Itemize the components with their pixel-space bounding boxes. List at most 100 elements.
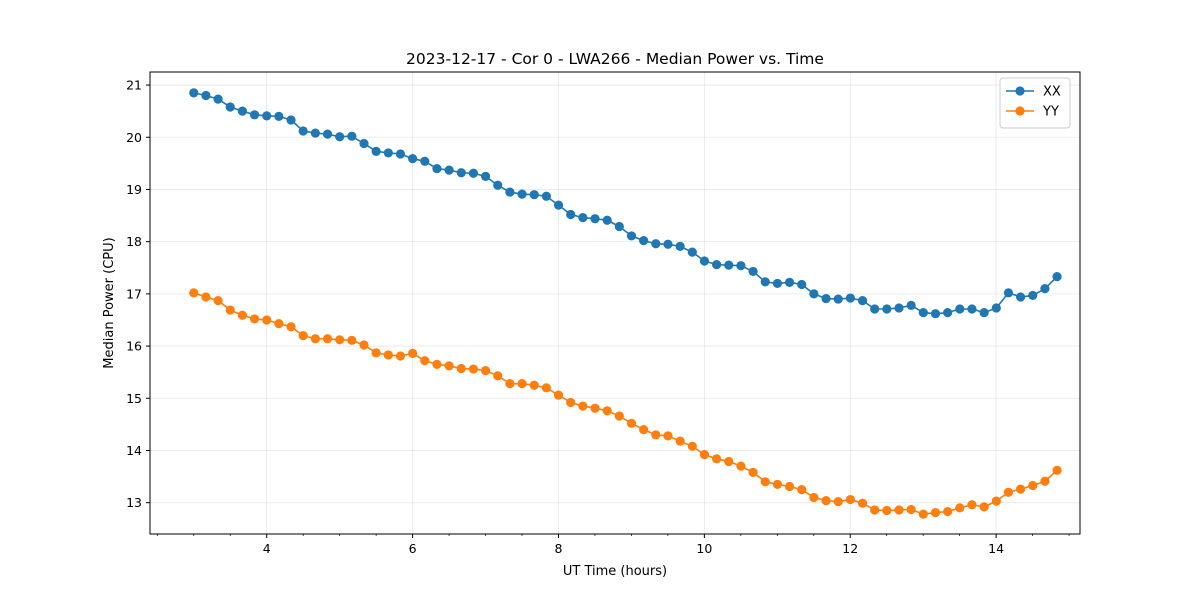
data-point-yy <box>480 366 491 376</box>
data-point-yy <box>444 361 454 371</box>
data-point-xx <box>882 304 892 314</box>
data-point-xx <box>979 308 989 318</box>
data-point-xx <box>541 191 551 201</box>
data-point-yy <box>371 348 381 358</box>
data-point-yy <box>955 503 965 513</box>
y-tick-label: 13 <box>126 495 142 510</box>
y-tick-label: 18 <box>126 234 142 249</box>
data-point-yy <box>274 319 284 329</box>
data-point-yy <box>1003 487 1014 497</box>
data-point-yy <box>870 505 880 515</box>
data-point-yy <box>249 314 260 324</box>
data-point-xx <box>639 236 649 246</box>
data-point-xx <box>602 215 612 225</box>
data-point-xx <box>797 279 807 290</box>
data-point-xx <box>590 214 600 224</box>
data-point-xx <box>529 190 539 200</box>
series-layer <box>189 88 1062 519</box>
y-axis-label: Median Power (CPU) <box>102 237 117 368</box>
x-tick-label: 12 <box>842 541 858 556</box>
data-point-xx <box>213 94 223 104</box>
data-point-yy <box>213 296 223 306</box>
data-point-yy <box>857 498 868 508</box>
data-point-yy <box>930 507 941 518</box>
chart-title: 2023-12-17 - Cor 0 - LWA266 - Median Pow… <box>406 50 824 68</box>
x-tick-label: 6 <box>409 541 417 556</box>
data-point-xx <box>784 277 795 287</box>
data-point-yy <box>590 403 600 413</box>
data-point-xx <box>347 131 357 141</box>
data-point-xx <box>237 106 247 116</box>
y-tick-label: 19 <box>126 182 142 197</box>
data-point-xx <box>955 304 965 314</box>
data-point-xx <box>772 278 783 289</box>
data-point-xx <box>335 132 345 142</box>
data-point-yy <box>724 456 734 467</box>
data-point-xx <box>420 156 430 166</box>
data-point-xx <box>833 294 843 304</box>
plot-area <box>150 72 1080 534</box>
series-xx <box>189 88 1062 319</box>
data-point-yy <box>675 436 685 446</box>
legend-swatch-marker <box>1015 106 1025 116</box>
data-point-xx <box>1028 290 1038 301</box>
data-point-xx <box>651 239 661 249</box>
data-point-xx <box>225 102 235 112</box>
x-tick-label: 4 <box>263 541 271 556</box>
data-point-xx <box>578 213 588 223</box>
y-tick-label: 21 <box>126 78 142 93</box>
data-point-yy <box>797 485 807 495</box>
legend-swatch-marker <box>1015 86 1025 96</box>
data-point-yy <box>201 292 211 302</box>
data-point-yy <box>991 496 1001 506</box>
y-tick-label: 14 <box>126 443 142 458</box>
y-tick-label: 16 <box>126 339 142 354</box>
data-point-yy <box>845 494 855 505</box>
data-point-xx <box>566 209 576 220</box>
y-tick-label: 17 <box>126 286 142 301</box>
data-point-yy <box>298 331 308 341</box>
y-tick-label: 15 <box>126 391 142 406</box>
data-point-xx <box>870 304 880 314</box>
data-point-xx <box>626 231 637 241</box>
data-point-yy <box>894 505 904 515</box>
data-point-yy <box>809 492 819 503</box>
data-point-xx <box>712 260 722 270</box>
data-point-yy <box>566 397 576 408</box>
data-point-yy <box>322 334 333 344</box>
data-point-xx <box>699 256 710 266</box>
data-point-xx <box>432 163 442 174</box>
data-point-yy <box>359 340 369 350</box>
data-point-xx <box>468 168 479 178</box>
grid <box>150 72 1080 534</box>
data-point-xx <box>383 148 393 158</box>
data-point-xx <box>1003 288 1014 298</box>
x-axis-label: UT Time (hours) <box>563 564 667 579</box>
data-point-xx <box>359 138 369 149</box>
data-point-xx <box>857 296 868 306</box>
legend-item-yy: YY <box>1006 105 1059 120</box>
data-point-xx <box>687 247 697 257</box>
data-point-xx <box>262 111 272 121</box>
data-point-xx <box>395 149 406 159</box>
data-point-yy <box>468 364 479 374</box>
data-point-yy <box>882 505 892 516</box>
data-point-yy <box>1052 465 1062 475</box>
data-point-yy <box>614 411 624 421</box>
data-point-yy <box>833 497 843 507</box>
data-point-yy <box>626 418 637 428</box>
data-point-xx <box>760 277 770 287</box>
data-point-xx <box>906 300 916 310</box>
data-point-yy <box>420 356 430 366</box>
data-point-xx <box>894 303 904 313</box>
data-point-xx <box>249 110 260 120</box>
data-point-xx <box>322 129 333 139</box>
data-point-yy <box>967 500 977 510</box>
data-point-yy <box>760 477 770 487</box>
data-point-yy <box>748 467 758 477</box>
data-point-xx <box>663 239 673 249</box>
data-point-yy <box>602 406 612 416</box>
data-point-xx <box>748 266 758 277</box>
data-point-yy <box>262 315 272 325</box>
